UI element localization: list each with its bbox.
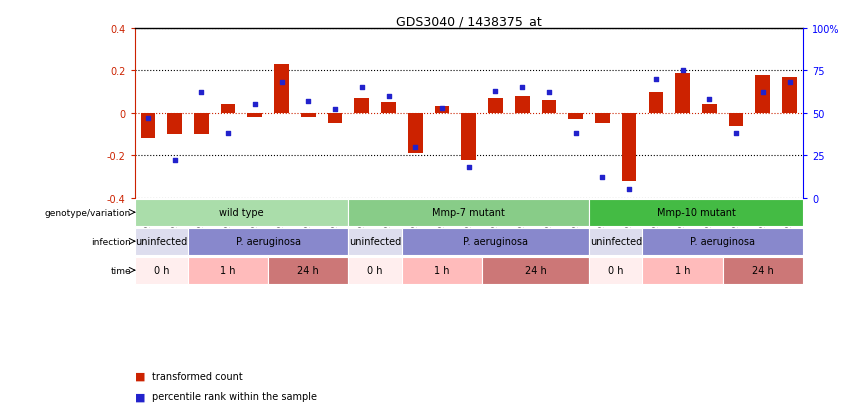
Point [675, 68, 689, 74]
Bar [135, 257, 188, 284]
Text: genotype/variation: genotype/variation [45, 208, 131, 217]
Bar [188, 257, 268, 284]
Bar [729, 114, 743, 126]
Bar [462, 114, 476, 160]
Point [783, 80, 797, 86]
Bar [542, 101, 556, 114]
Text: 0 h: 0 h [367, 266, 383, 275]
Bar [482, 257, 589, 284]
Point [194, 90, 208, 97]
Bar [301, 114, 316, 118]
Bar [268, 257, 348, 284]
Bar [755, 76, 770, 114]
Text: P. aeruginosa: P. aeruginosa [236, 237, 300, 247]
Bar [135, 199, 348, 226]
Bar [642, 257, 723, 284]
Text: uninfected: uninfected [349, 237, 401, 247]
Bar [135, 228, 188, 255]
Point [569, 131, 582, 137]
Point [221, 131, 235, 137]
Text: percentile rank within the sample: percentile rank within the sample [152, 392, 317, 401]
Bar [141, 114, 155, 139]
Point [702, 97, 716, 103]
Text: uninfected: uninfected [589, 237, 641, 247]
Text: 1 h: 1 h [434, 266, 450, 275]
Text: ■: ■ [135, 371, 145, 381]
Point [274, 80, 288, 86]
Text: 0 h: 0 h [608, 266, 623, 275]
Text: 24 h: 24 h [524, 266, 547, 275]
Bar [168, 114, 182, 135]
Point [408, 144, 422, 151]
Text: infection: infection [91, 237, 131, 246]
Bar [435, 107, 450, 114]
Bar [348, 228, 402, 255]
Bar [642, 228, 803, 255]
Bar [274, 65, 289, 114]
Point [328, 107, 342, 114]
Point [516, 85, 529, 91]
Bar [402, 228, 589, 255]
Bar [247, 114, 262, 118]
Point [141, 115, 155, 122]
Point [462, 164, 476, 171]
Point [382, 93, 396, 100]
Bar [402, 257, 482, 284]
Text: P. aeruginosa: P. aeruginosa [690, 237, 755, 247]
Bar [648, 93, 663, 114]
Bar [194, 114, 208, 135]
Text: uninfected: uninfected [135, 237, 187, 247]
Point [622, 187, 636, 193]
Bar [621, 114, 636, 181]
Text: P. aeruginosa: P. aeruginosa [463, 237, 528, 247]
Bar [328, 114, 342, 124]
Bar [488, 99, 503, 114]
Point [435, 105, 449, 112]
Point [542, 90, 556, 97]
Bar [782, 78, 797, 114]
Text: 24 h: 24 h [298, 266, 319, 275]
Text: 24 h: 24 h [752, 266, 773, 275]
Point [355, 85, 369, 91]
Bar [220, 105, 235, 114]
Bar [348, 257, 402, 284]
Bar [354, 99, 369, 114]
Bar [589, 199, 803, 226]
Text: 0 h: 0 h [154, 266, 169, 275]
Text: Mmp-10 mutant: Mmp-10 mutant [656, 208, 735, 218]
Bar [702, 105, 717, 114]
Bar [675, 74, 690, 114]
Bar [589, 228, 642, 255]
Bar [515, 97, 529, 114]
Bar [569, 114, 583, 120]
Bar [348, 199, 589, 226]
Text: Mmp-7 mutant: Mmp-7 mutant [432, 208, 505, 218]
Point [248, 102, 262, 108]
Text: ■: ■ [135, 392, 145, 401]
Bar [723, 257, 803, 284]
Point [168, 158, 181, 164]
Text: wild type: wild type [219, 208, 264, 218]
Text: 1 h: 1 h [220, 266, 236, 275]
Point [489, 88, 503, 95]
Point [301, 98, 315, 105]
Bar [408, 114, 423, 154]
Bar [595, 114, 609, 124]
Text: time: time [110, 266, 131, 275]
Point [756, 90, 770, 97]
Point [649, 76, 663, 83]
Bar [188, 228, 348, 255]
Bar [589, 257, 642, 284]
Bar [381, 103, 396, 114]
Point [729, 131, 743, 137]
Text: 1 h: 1 h [674, 266, 690, 275]
Point [595, 175, 609, 181]
Title: GDS3040 / 1438375_at: GDS3040 / 1438375_at [396, 15, 542, 28]
Text: transformed count: transformed count [152, 371, 243, 381]
